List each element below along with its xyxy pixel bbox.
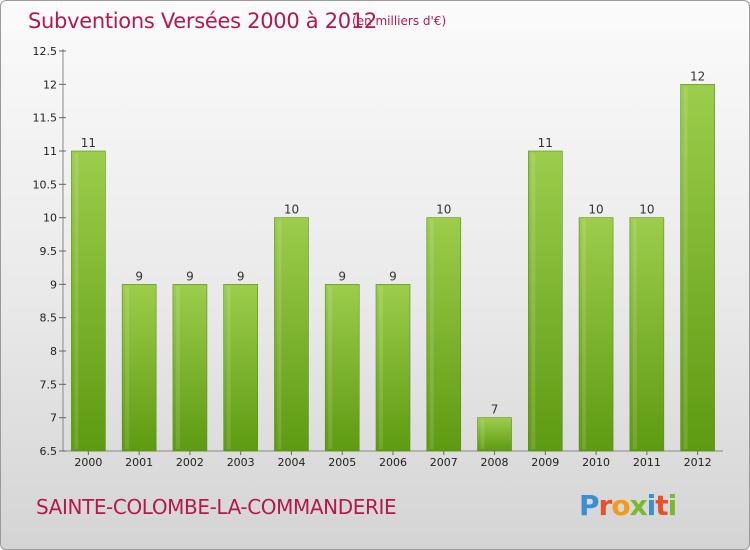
bar-2001 <box>121 284 157 452</box>
bar-2005 <box>324 284 360 452</box>
bar-2003 <box>223 284 258 452</box>
x-tick-label: 2008 <box>481 456 509 469</box>
logo-letter: i <box>646 489 657 522</box>
data-label: 9 <box>338 269 346 283</box>
bar-2012 <box>680 84 715 452</box>
x-tick-label: 2003 <box>227 456 255 469</box>
x-tick-label: 2009 <box>531 456 559 469</box>
bar-highlight <box>175 286 180 449</box>
y-tick-label: 8.5 <box>40 312 58 325</box>
data-label: 7 <box>491 403 499 417</box>
x-tick-label: 2010 <box>582 456 610 469</box>
y-tick-label: 7.5 <box>40 378 58 391</box>
data-label: 11 <box>81 136 96 150</box>
logo-letter: x <box>629 489 648 522</box>
y-tick-label: 9 <box>50 278 57 291</box>
y-tick-label: 10.5 <box>33 178 58 191</box>
y-tick-label: 8 <box>50 345 57 358</box>
bar-highlight <box>531 153 536 449</box>
data-label: 9 <box>389 269 397 283</box>
bar-2008 <box>477 417 512 452</box>
bar-highlight <box>683 86 688 449</box>
data-label: 9 <box>186 269 194 283</box>
y-tick-label: 10 <box>43 212 57 225</box>
x-tick-label: 2001 <box>125 456 153 469</box>
commune-name: SAINTE-COLOMBE-LA-COMMANDERIE <box>36 495 397 519</box>
data-label: 11 <box>538 136 553 150</box>
bar-2011 <box>629 217 665 452</box>
x-tick-label: 2005 <box>328 456 356 469</box>
y-tick-label: 7 <box>50 412 57 425</box>
bar-2010 <box>578 217 614 452</box>
bar-highlight <box>480 419 485 449</box>
x-tick-label: 2011 <box>633 456 661 469</box>
x-tick-label: 2012 <box>684 456 712 469</box>
chart-title: Subventions Versées 2000 à 2012 <box>28 9 377 33</box>
data-label: 10 <box>436 203 451 217</box>
y-tick-label: 6.5 <box>40 445 58 458</box>
bar-highlight <box>429 219 434 449</box>
logo-letter: t <box>655 489 668 522</box>
x-tick-label: 2006 <box>379 456 407 469</box>
y-tick-label: 12 <box>43 78 57 91</box>
chart-bars <box>71 84 715 452</box>
logo-letter: i <box>667 489 678 522</box>
bar-highlight <box>74 153 79 449</box>
bar-highlight <box>632 219 637 449</box>
x-tick-label: 2007 <box>430 456 458 469</box>
data-label: 10 <box>588 203 603 217</box>
bar-highlight <box>125 286 130 449</box>
bar-2004 <box>274 217 309 452</box>
y-tick-label: 9.5 <box>40 245 58 258</box>
logo-letter: r <box>598 489 613 522</box>
bar-highlight <box>226 286 231 449</box>
y-tick-label: 11.5 <box>33 112 58 125</box>
data-label: 12 <box>690 69 705 83</box>
y-tick-label: 12.5 <box>33 45 58 58</box>
bar-2002 <box>172 284 208 452</box>
proxiti-logo: Proxiti <box>579 489 678 522</box>
data-label: 10 <box>284 203 299 217</box>
data-label: 10 <box>639 203 654 217</box>
x-tick-label: 2000 <box>74 456 102 469</box>
chart-labels: 2000 11 2001 9 2002 9 2003 9 2004 10 2005 9 2006 9 200… <box>74 69 711 469</box>
bar-highlight <box>328 286 333 449</box>
chart-unit: (en milliers d'€) <box>352 14 447 28</box>
bar-2000 <box>71 150 106 452</box>
bar-highlight <box>277 219 282 449</box>
bar-highlight <box>379 286 383 449</box>
bar-2009 <box>528 150 563 452</box>
bar-2007 <box>426 217 462 452</box>
logo-letter: o <box>611 489 630 522</box>
x-tick-label: 2002 <box>176 456 204 469</box>
x-tick-label: 2004 <box>277 456 305 469</box>
bar-highlight <box>582 219 587 449</box>
logo-letter: P <box>579 489 600 522</box>
y-tick-label: 11 <box>43 145 57 158</box>
bar-2006 <box>375 284 411 452</box>
data-label: 9 <box>135 269 143 283</box>
data-label: 9 <box>237 269 245 283</box>
